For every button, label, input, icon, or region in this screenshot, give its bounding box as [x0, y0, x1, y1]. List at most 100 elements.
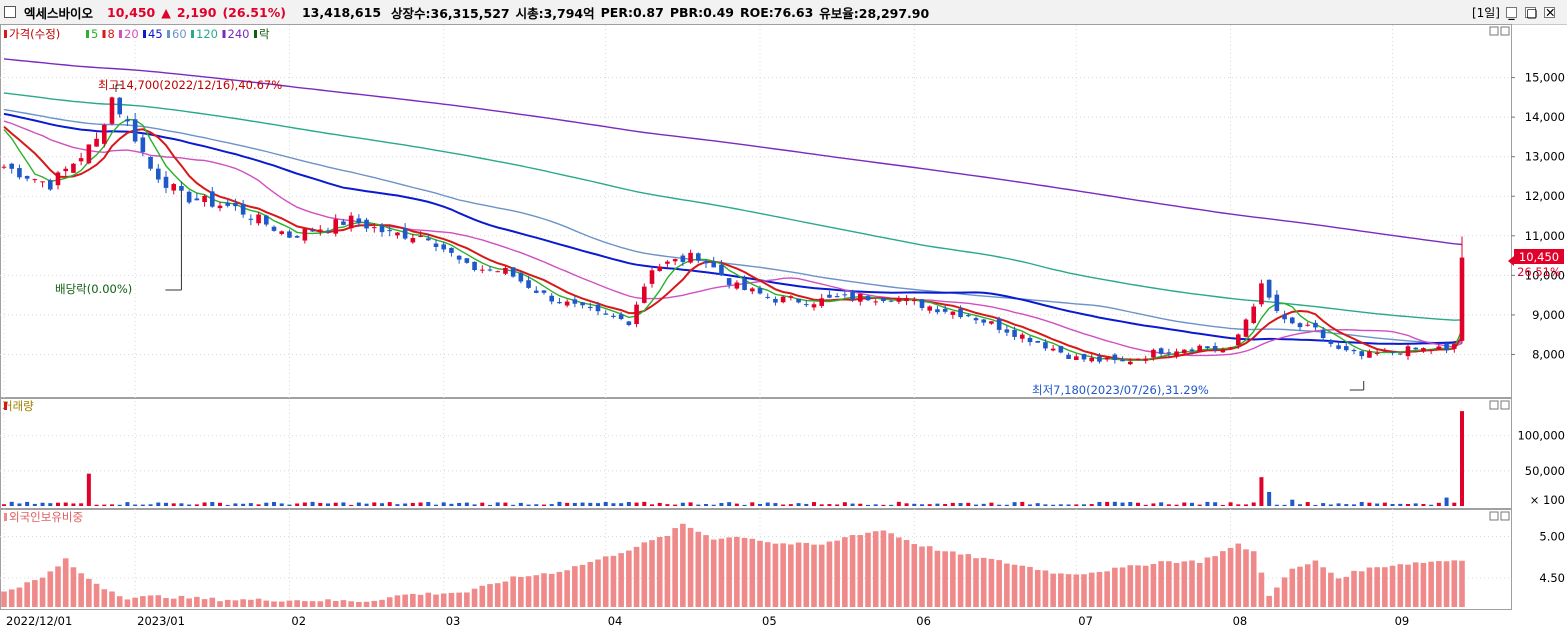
panel-close-icon[interactable] — [1500, 26, 1510, 36]
candle-body — [827, 294, 832, 298]
volume-bar — [1151, 503, 1156, 506]
candle-body — [325, 230, 331, 232]
volume-bar — [881, 504, 886, 506]
volume-bar — [1352, 504, 1356, 506]
stock-chart[interactable]: 15,000 14,000 13,000 12,000 11,000 10,000 9,00… — [0, 24, 1567, 630]
volume-panel[interactable] — [0, 398, 1512, 509]
volume-bar — [796, 503, 801, 506]
volume-bar — [225, 504, 230, 506]
volume-bar — [1043, 504, 1048, 506]
volume-bar — [912, 503, 917, 506]
foreign-bar — [1281, 577, 1288, 607]
foreign-bar — [70, 567, 77, 607]
period-selector[interactable]: [1일] — [1471, 6, 1500, 20]
foreign-bar — [294, 600, 300, 607]
volume-bar — [873, 504, 878, 506]
foreign-bar — [957, 554, 964, 607]
volume-bar — [1105, 501, 1110, 506]
candle-body — [1050, 348, 1056, 351]
volume-bar — [1244, 504, 1248, 506]
foreign-bar — [726, 537, 732, 607]
candle-body — [317, 229, 323, 231]
candle-body — [418, 235, 423, 237]
foreign-bar — [749, 538, 756, 607]
volume-bar — [1274, 504, 1279, 506]
foreign-bar — [741, 537, 748, 607]
foreign-close-icon[interactable] — [1500, 511, 1510, 521]
volume-bar — [1321, 503, 1326, 506]
pbr-value: PBR:0.49 — [669, 4, 734, 20]
ma120-line — [3, 92, 1463, 321]
foreign-bar — [1451, 560, 1458, 607]
restore-icon[interactable]: ▢ — [1525, 5, 1538, 20]
grid-lines — [0, 25, 1511, 609]
volume-bar — [364, 503, 369, 506]
candle-body — [857, 294, 863, 302]
candle-body — [703, 261, 709, 264]
candle-body — [1459, 257, 1465, 341]
volume-bar — [395, 504, 400, 506]
candle-body — [981, 319, 987, 323]
minimize-icon[interactable]: _ — [1506, 6, 1517, 19]
low-annotation: 최저7,180(2023/07/26),31.29% — [1032, 383, 1209, 397]
volume-bar — [819, 504, 824, 506]
volume-bar — [773, 503, 778, 506]
candle-body — [1328, 340, 1334, 344]
candle-body — [958, 308, 963, 318]
volume-bar — [904, 503, 909, 506]
foreign-bar — [602, 556, 609, 607]
volume-bar — [410, 502, 415, 506]
price-tick-label: 13,000 — [1525, 150, 1565, 164]
candle-body — [1158, 348, 1164, 354]
stock-name[interactable]: 엑세스바이오 — [24, 5, 94, 21]
panel-minimize-icon[interactable] — [1489, 26, 1499, 36]
foreign-bar — [857, 535, 864, 607]
candle-body — [1089, 357, 1095, 362]
volume-bar — [164, 502, 168, 506]
foreign-bar — [1382, 567, 1388, 607]
foreign-bar — [1065, 574, 1072, 607]
foreign-minimize-icon[interactable] — [1489, 511, 1499, 521]
candle-body — [1066, 354, 1071, 359]
candle-body — [773, 298, 778, 303]
foreign-bar — [302, 601, 308, 607]
foreign-bar — [440, 593, 447, 607]
candle-body — [271, 226, 277, 231]
candle-body — [611, 315, 616, 317]
foreign-bar — [950, 551, 956, 607]
foreign-bar — [332, 601, 339, 607]
candle-body — [572, 299, 578, 304]
volume-bar — [657, 502, 662, 506]
select-checkbox[interactable] — [4, 6, 16, 18]
volume-bar — [1367, 502, 1372, 506]
candle-body — [1104, 357, 1110, 360]
candle-body — [1112, 354, 1118, 361]
volume-bar — [1290, 499, 1295, 506]
candle-body — [425, 238, 431, 241]
candle-body — [86, 144, 92, 164]
volume-bar — [380, 503, 384, 506]
foreign-bar — [1420, 562, 1427, 607]
foreign-bar — [209, 597, 216, 607]
foreign-bar — [718, 538, 725, 607]
volume-bar — [1460, 411, 1464, 506]
foreign-bar — [379, 599, 385, 607]
foreign-bar — [1328, 572, 1334, 607]
foreign-bar — [795, 542, 802, 607]
volume-bar — [1452, 502, 1457, 506]
volume-minimize-icon[interactable] — [1489, 400, 1499, 410]
foreign-bar — [834, 540, 840, 607]
volume-bar — [1020, 501, 1025, 506]
volume-bar — [1066, 504, 1071, 506]
candle-body — [32, 179, 38, 181]
volume-bar — [1251, 502, 1256, 506]
date-label: 06 — [916, 614, 931, 628]
volume-bar — [596, 503, 600, 506]
volume-close-icon[interactable] — [1500, 400, 1510, 410]
close-icon[interactable]: ✕ — [1544, 5, 1556, 20]
legend-ma-label: 60 — [172, 27, 187, 41]
date-label: 09 — [1395, 614, 1410, 628]
volume-bar — [1436, 502, 1441, 506]
candle-body — [71, 163, 76, 173]
foreign-bar — [1312, 560, 1319, 607]
